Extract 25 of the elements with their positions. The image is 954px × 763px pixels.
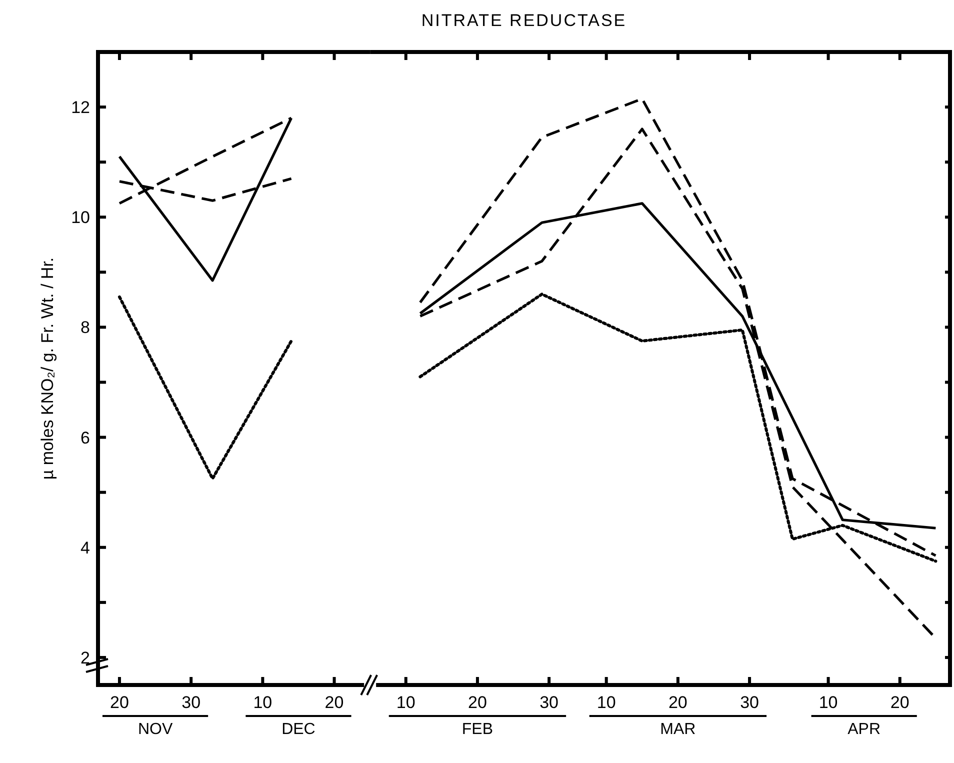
y-tick-label: 12 bbox=[71, 98, 90, 118]
text: DEC bbox=[282, 721, 316, 738]
y-tick-label: 8 bbox=[80, 318, 90, 338]
x-tick-label: 10 bbox=[253, 693, 272, 712]
x-tick-label: 10 bbox=[596, 693, 616, 712]
y-tick-label: 2 bbox=[80, 648, 90, 668]
text: MAR bbox=[660, 721, 696, 738]
text: FEB bbox=[462, 721, 494, 738]
chart-title: NITRATE REDUCTASE bbox=[421, 11, 627, 30]
x-tick-label: 20 bbox=[668, 693, 688, 712]
y-tick-label: 10 bbox=[71, 208, 90, 228]
x-tick-label: 20 bbox=[468, 693, 487, 712]
x-tick-label: 20 bbox=[890, 693, 910, 712]
text: APR bbox=[848, 721, 881, 738]
y-tick-label: 4 bbox=[80, 538, 90, 558]
x-tick-label: 30 bbox=[740, 693, 759, 712]
x-tick-label: 20 bbox=[110, 693, 129, 712]
x-tick-label: 20 bbox=[324, 693, 344, 712]
x-tick-label: 10 bbox=[818, 693, 838, 712]
y-tick-label: 6 bbox=[80, 428, 90, 448]
x-tick-label: 10 bbox=[396, 693, 416, 712]
x-tick-label: 30 bbox=[182, 693, 201, 712]
text: NOV bbox=[138, 721, 173, 738]
y-axis-title: µ moles KNO₂/ g. Fr. Wt. / Hr. bbox=[38, 257, 57, 480]
x-tick-label: 30 bbox=[540, 693, 559, 712]
